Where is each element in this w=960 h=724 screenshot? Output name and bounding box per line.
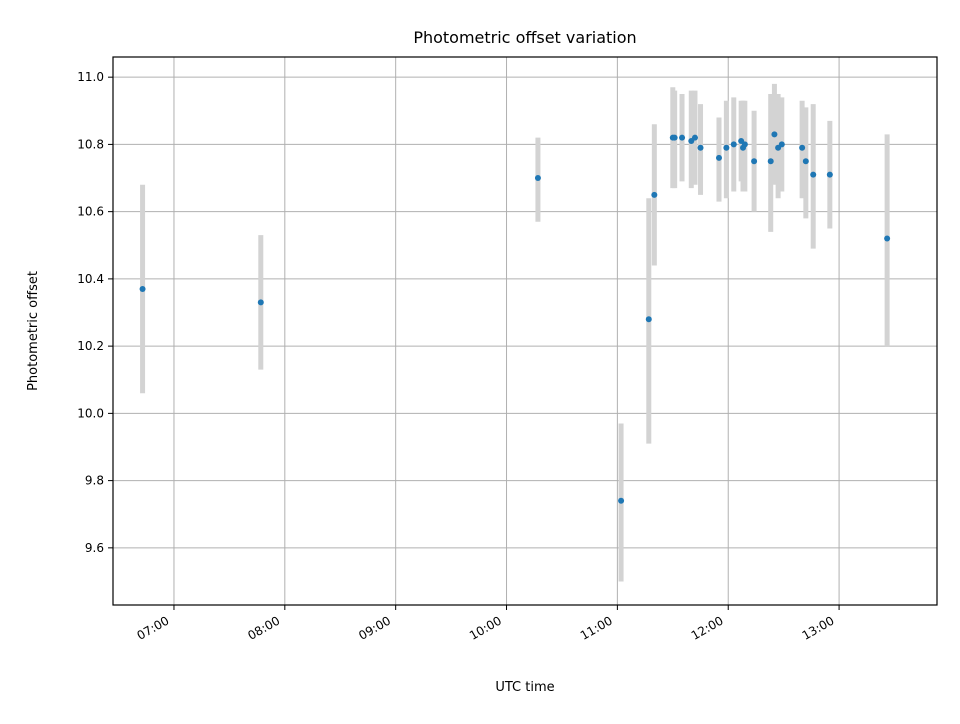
y-tick-label: 10.4 [77, 272, 104, 286]
chart-title: Photometric offset variation [413, 28, 636, 47]
data-point [810, 171, 817, 178]
data-point [799, 144, 806, 151]
data-point [715, 154, 722, 161]
y-tick-label: 10.2 [77, 339, 104, 353]
y-tick-label: 9.8 [85, 474, 104, 488]
data-point [679, 134, 686, 141]
data-point [723, 144, 730, 151]
data-point [671, 134, 678, 141]
data-point [618, 497, 625, 504]
data-point [645, 316, 652, 323]
data-point [257, 299, 264, 306]
data-point [771, 131, 778, 138]
data-point [767, 158, 774, 165]
data-point [778, 141, 785, 148]
y-tick-label: 10.8 [77, 137, 104, 151]
data-point [651, 191, 658, 198]
data-point [741, 141, 748, 148]
y-tick-label: 10.0 [77, 406, 104, 420]
data-point [691, 134, 698, 141]
y-tick-label: 10.6 [77, 205, 104, 219]
y-tick-label: 11.0 [77, 70, 104, 84]
data-points [139, 131, 891, 504]
plot-frame [112, 56, 938, 606]
data-point [730, 141, 737, 148]
data-point [826, 171, 833, 178]
data-point [697, 144, 704, 151]
x-axis-title: UTC time [495, 680, 554, 695]
grid-lines [113, 57, 937, 605]
y-axis-title: Photometric offset [26, 271, 41, 391]
data-point [534, 175, 541, 182]
data-point [139, 285, 146, 292]
y-axis-ticks: 9.6 9.8 10.0 10.2 10.4 10.6 10.8 11.0 [77, 70, 113, 555]
data-point [884, 235, 891, 242]
data-point [751, 158, 758, 165]
data-point [802, 158, 809, 165]
y-tick-label: 9.6 [85, 541, 104, 555]
